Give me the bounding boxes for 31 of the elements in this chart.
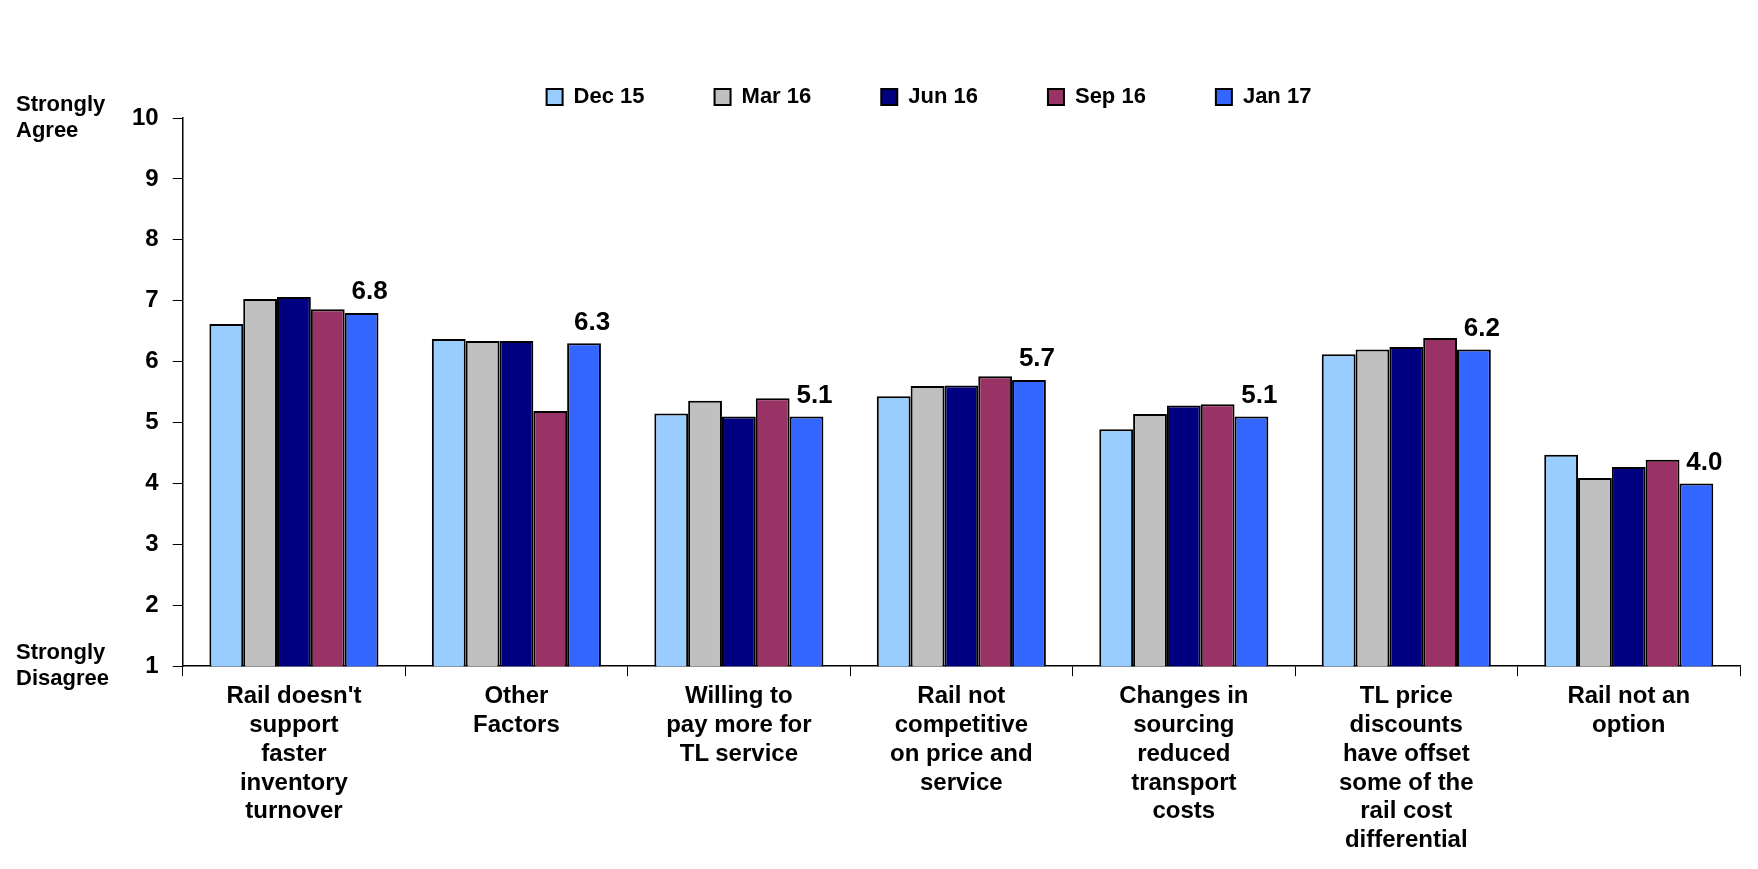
text: Strongly Disagree xyxy=(16,639,109,691)
x-tick-label: Rail not competitive on price and service xyxy=(890,681,1033,795)
legend-label: Mar 16 xyxy=(741,83,812,109)
text: Strongly Agree xyxy=(16,91,106,143)
y-tick-label: 10 xyxy=(131,102,159,130)
y-tick-label: 9 xyxy=(145,163,159,191)
x-tick-label: Changes in sourcing reduced transport costs xyxy=(1119,681,1249,824)
y-tick-label: 1 xyxy=(145,650,159,678)
y-tick-label: 7 xyxy=(145,285,159,313)
data-label: 6.3 xyxy=(573,305,611,336)
y-tick-label: 3 xyxy=(145,529,159,556)
data-label: 6.8 xyxy=(351,275,388,306)
x-tick-label: Willing to pay more for TL service xyxy=(666,681,812,766)
x-tick-label: Other Factors xyxy=(473,681,560,738)
x-tick-label: Rail doesn't support faster inventory turnover xyxy=(226,681,362,824)
legend-label: Sep 16 xyxy=(1074,83,1146,109)
y-tick-label: 5 xyxy=(145,407,159,435)
x-tick-label: Rail not an option xyxy=(1567,681,1691,738)
y-tick-label: 8 xyxy=(145,224,159,252)
legend-label: Jun 16 xyxy=(908,83,978,109)
data-label: 5.1 xyxy=(1241,378,1278,409)
y-tick-label: 4 xyxy=(145,468,160,496)
y-tick-label: 6 xyxy=(145,346,159,374)
y-tick-label: 2 xyxy=(145,589,159,617)
legend-label: Dec 15 xyxy=(573,83,645,109)
data-label: 4.0 xyxy=(1686,445,1723,476)
data-label: 6.2 xyxy=(1463,311,1500,342)
x-tick-label: TL price discounts have offset some of the rail cost differential xyxy=(1338,681,1474,853)
data-label: 5.7 xyxy=(1018,342,1056,373)
legend-label: Jan 17 xyxy=(1242,83,1312,109)
data-label: 5.1 xyxy=(796,378,833,409)
